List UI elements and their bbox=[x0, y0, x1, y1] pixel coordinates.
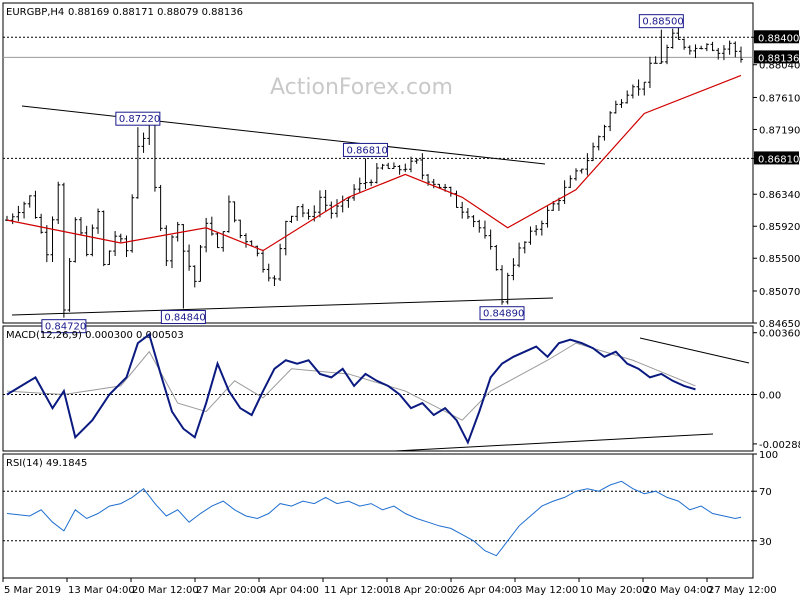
panel-frame bbox=[2, 2, 754, 324]
extreme-label-box bbox=[41, 319, 87, 334]
x-tick-label: 20 May 04:00 bbox=[644, 585, 713, 596]
extreme-label: 0.84840 bbox=[164, 313, 205, 324]
upper-trendline bbox=[21, 105, 546, 165]
x-tick-label: 4 Apr 04:00 bbox=[260, 585, 319, 596]
level-price-label: 0.86810 bbox=[758, 154, 799, 165]
level-price-label: 0.88400 bbox=[758, 33, 799, 44]
watermark: ActionForex.com bbox=[270, 75, 453, 100]
main-grid bbox=[3, 36, 753, 159]
x-tick-label: 10 May 20:00 bbox=[580, 585, 649, 596]
rsi-tick-label: 30 bbox=[759, 537, 772, 548]
rsi-title: RSI(14) 49.1845 bbox=[6, 458, 87, 469]
macd-title: MACD(12,26,9) 0.000300 0.000503 bbox=[6, 330, 184, 341]
x-tick-label: 18 Apr 20:00 bbox=[388, 585, 453, 596]
price-panel: 0.88400 0.88040 0.87610 0.87190 0.86810 0.863… bbox=[5, 14, 800, 334]
price-tick-label: 0.86340 bbox=[759, 190, 800, 201]
rsi-line bbox=[6, 480, 742, 557]
price-tick-label: 0.87190 bbox=[759, 125, 800, 136]
extreme-label-box bbox=[479, 306, 525, 321]
moving-average-line bbox=[6, 74, 742, 252]
extreme-label-box bbox=[115, 111, 161, 126]
panel-frame bbox=[2, 453, 754, 579]
x-tick-label: 13 Mar 04:00 bbox=[68, 585, 135, 596]
level-price-box bbox=[754, 151, 799, 165]
x-tick-label: 11 Apr 12:00 bbox=[324, 585, 389, 596]
rsi-tick-label: 70 bbox=[759, 487, 772, 498]
macd-tick-label: 0.003608 bbox=[759, 329, 800, 340]
x-tick-label: 27 Mar 20:00 bbox=[196, 585, 263, 596]
macd-tick-label: 0.00 bbox=[759, 390, 781, 401]
macd-signal-line bbox=[6, 342, 696, 421]
price-tick-label: 0.85920 bbox=[759, 222, 800, 233]
current-price-label: 0.88136 bbox=[758, 53, 799, 64]
extreme-label: 0.84720 bbox=[45, 322, 86, 333]
extreme-label-box bbox=[160, 310, 206, 325]
price-tick-label: 0.84650 bbox=[759, 319, 800, 330]
chart-header: EURGBP,H4 bbox=[6, 7, 64, 18]
price-tick-label: 0.87610 bbox=[759, 93, 800, 104]
chart-header-values: 0.88169 0.88171 0.88079 0.88136 bbox=[68, 7, 243, 18]
lower-trendline bbox=[11, 297, 554, 316]
extreme-label-box bbox=[342, 142, 388, 157]
rsi-panel: RSI(14) 49.1845 100 70 30 bbox=[3, 450, 778, 557]
x-tick-label: 26 Apr 04:00 bbox=[452, 585, 517, 596]
current-price-box bbox=[754, 50, 799, 64]
extreme-label: 0.87220 bbox=[119, 114, 160, 125]
extreme-label-box bbox=[638, 14, 684, 29]
price-tick-label: 0.88040 bbox=[759, 61, 800, 72]
x-tick-label: 5 Mar 2019 bbox=[4, 585, 61, 596]
extreme-label: 0.86810 bbox=[346, 145, 387, 156]
extreme-label: 0.88500 bbox=[642, 17, 683, 28]
macd-panel: MACD(12,26,9) 0.000300 0.000503 0.003608 0… bbox=[3, 329, 800, 452]
panel-frames bbox=[2, 2, 754, 579]
panel-frame bbox=[2, 325, 754, 452]
x-tick-label: 3 May 12:00 bbox=[516, 585, 578, 596]
macd-lower-trendline bbox=[394, 433, 714, 452]
macd-line bbox=[6, 332, 696, 445]
macd-upper-trendline bbox=[639, 337, 750, 364]
x-tick-label: 20 Mar 12:00 bbox=[132, 585, 199, 596]
macd-tick-label: -0.002886 bbox=[759, 440, 800, 451]
level-price-box bbox=[754, 30, 799, 44]
price-tick-label: 0.85500 bbox=[759, 254, 800, 265]
price-tick-label: 0.85070 bbox=[759, 287, 800, 298]
extreme-label: 0.84890 bbox=[483, 309, 524, 320]
rsi-tick-label: 100 bbox=[759, 450, 778, 461]
x-tick-label: 27 May 12:00 bbox=[708, 585, 777, 596]
